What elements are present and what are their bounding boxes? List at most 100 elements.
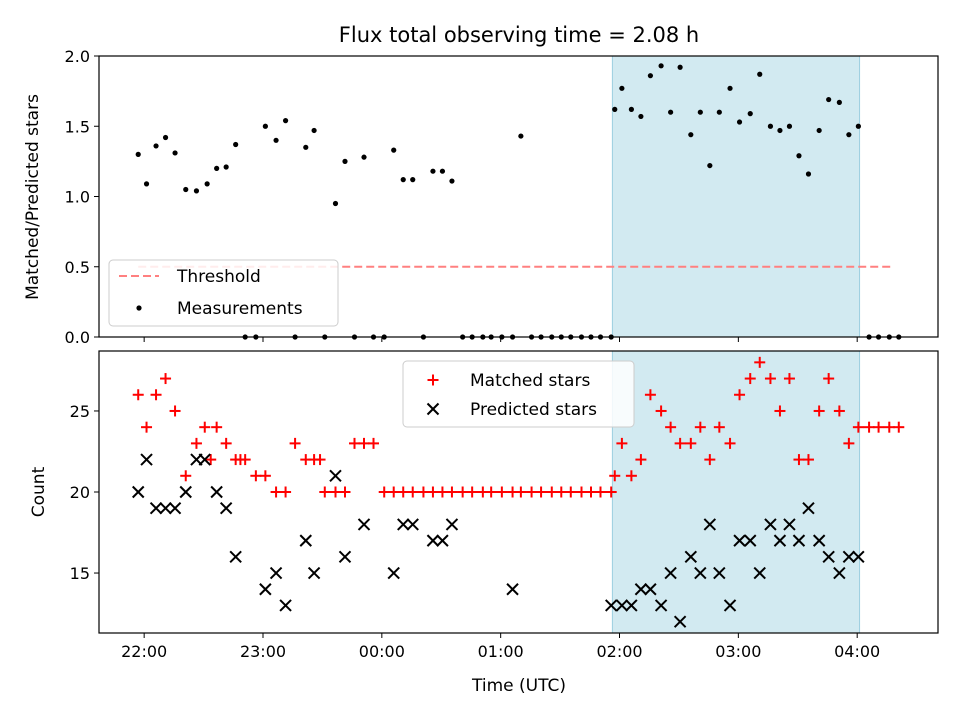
predicted-point <box>159 501 172 515</box>
predicted-point <box>694 566 707 580</box>
measurement-point <box>796 153 802 159</box>
matched-point <box>674 437 686 449</box>
matched-point <box>427 374 439 386</box>
matched-point <box>211 421 223 433</box>
measurement-point <box>303 144 309 150</box>
x-tick-label: 04:00 <box>834 642 880 661</box>
predicted-point <box>792 534 806 547</box>
matched-point <box>774 405 786 417</box>
measurement-point <box>233 141 239 148</box>
x-tick-label: 22:00 <box>121 642 167 661</box>
matched-point <box>655 405 667 417</box>
matched-point <box>575 486 587 498</box>
matched-point <box>764 373 776 385</box>
ratio-panel: 0.0 0.5 1.0 1.5 2.0 <box>65 47 939 347</box>
measurement-point <box>172 150 178 156</box>
measurement-point <box>786 123 793 129</box>
matched-point <box>644 389 656 401</box>
matched-point <box>616 437 628 449</box>
legend-matched-label: Matched stars <box>470 371 590 391</box>
predicted-point <box>307 566 321 580</box>
predicted-point <box>210 485 223 499</box>
predicted-point <box>329 469 342 483</box>
measurement-point <box>612 106 618 112</box>
matched-point <box>466 486 478 498</box>
matched-point <box>605 486 617 498</box>
matched-point <box>585 486 597 498</box>
matched-point <box>319 486 331 498</box>
measurement-point <box>846 132 852 138</box>
matched-point <box>823 373 835 385</box>
measurement-point <box>836 99 842 105</box>
measurement-point <box>391 147 397 153</box>
measurement-point <box>193 188 200 194</box>
measurement-point <box>707 162 713 169</box>
predicted-point <box>764 518 777 531</box>
matched-point <box>141 421 153 433</box>
predicted-point <box>822 550 835 564</box>
x-axis-label: Time (UTC) <box>471 676 566 696</box>
matched-point <box>407 486 419 498</box>
y-tick-label: 1.0 <box>65 188 90 207</box>
predicted-point <box>426 534 440 547</box>
matched-point <box>132 389 144 401</box>
measurement-point <box>805 171 812 177</box>
predicted-point <box>198 453 211 466</box>
predicted-point <box>445 518 459 531</box>
predicted-point <box>149 501 163 515</box>
bottom-legend: Matched stars Predicted stars <box>402 360 635 428</box>
matched-point <box>485 486 497 498</box>
matched-point <box>190 437 202 449</box>
predicted-point <box>783 518 796 531</box>
matched-point <box>436 486 448 498</box>
chart-title: Flux total observing time = 2.08 h <box>339 23 699 47</box>
matched-point <box>220 437 232 449</box>
predicted-point <box>436 534 449 547</box>
measurement-point <box>628 106 634 112</box>
predicted-point <box>654 599 668 612</box>
measurement-point <box>777 127 783 134</box>
measurement-point <box>747 111 753 117</box>
y-tick-label: 15 <box>70 564 90 583</box>
predicted-point <box>279 599 292 612</box>
top-y-axis-label: Matched/Predicted stars <box>23 94 43 300</box>
measurement-point <box>282 118 289 124</box>
predicted-point <box>812 534 826 547</box>
measurement-point <box>668 109 674 115</box>
matched-point <box>744 373 756 385</box>
measurement-point <box>410 177 416 183</box>
matched-point <box>863 421 875 433</box>
matched-point <box>625 470 637 482</box>
count-panel: 22:00 23:00 00:00 01:00 02:00 03:00 04:00 15 20 2… <box>70 350 939 661</box>
matched-point <box>535 486 547 498</box>
measurement-point <box>153 143 159 149</box>
matched-point <box>813 405 825 417</box>
matched-point <box>515 486 527 498</box>
predicted-point <box>773 534 787 547</box>
matched-point <box>783 373 795 385</box>
y-tick-label: 25 <box>70 402 90 421</box>
predicted-point <box>269 566 283 580</box>
measurement-point <box>638 113 644 120</box>
measurement-point <box>647 73 654 79</box>
matched-point <box>893 421 905 433</box>
predicted-point <box>132 485 145 499</box>
matched-point <box>368 437 380 449</box>
predicted-point <box>673 615 687 628</box>
predicted-point <box>229 550 242 564</box>
measurement-point <box>143 181 150 187</box>
measurement-point <box>439 168 446 174</box>
predicted-point <box>703 518 717 531</box>
measurement-point <box>162 134 169 141</box>
matched-point <box>160 373 172 385</box>
matched-point <box>734 389 746 401</box>
x-tick-label: 00:00 <box>359 642 405 661</box>
matched-point <box>205 454 217 466</box>
predicted-point <box>744 534 757 547</box>
matched-point <box>397 486 409 498</box>
matched-point <box>378 486 390 498</box>
predicted-point <box>299 534 312 547</box>
predicted-point <box>506 583 519 596</box>
matched-point <box>802 454 814 466</box>
